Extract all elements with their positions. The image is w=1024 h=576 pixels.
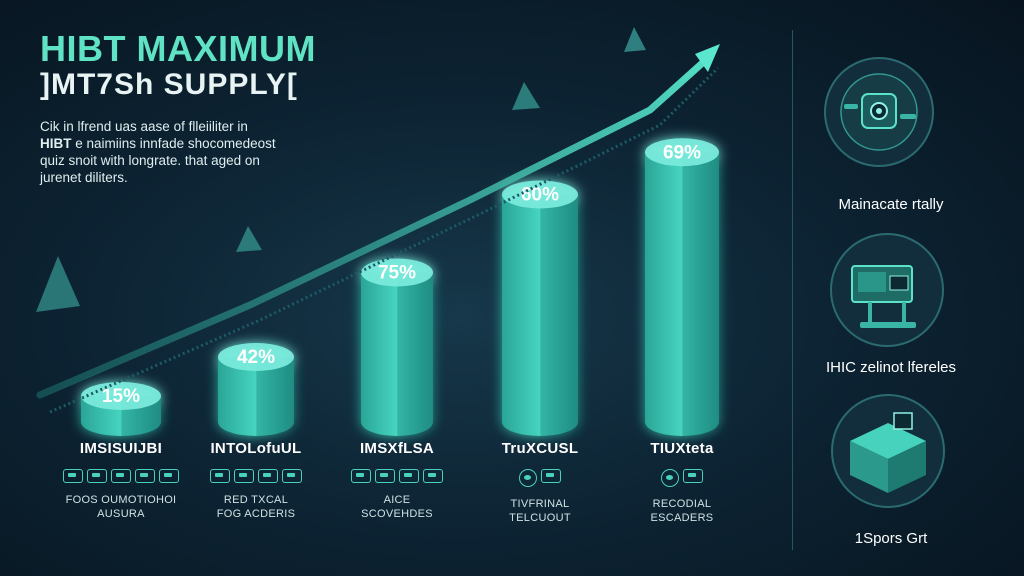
sublabel-line: TELCUOUT [509,512,571,524]
sublabel-line: FOG ACDERIS [216,508,296,520]
robot-icon [824,57,934,167]
card-icon [541,469,561,483]
card-icon [683,469,703,483]
card-icon [423,469,443,483]
description-line: quiz snoit with longrate. that aged on [40,153,260,168]
card-icon [111,469,131,483]
card-icon [399,469,419,483]
card-icon [351,469,371,483]
trend-line-ribbon [49,66,720,414]
sublabel-line: AUSURA [97,508,145,520]
card-icon [135,469,155,483]
category-label: IMSXfLSA [359,440,435,457]
category-label: IMSISUIJBI [79,440,163,457]
page-subtitle: ]MT7Sh SUPPLY[ [40,68,298,101]
description-line: HIBT e naimiins innfade shocomedeost [40,135,340,152]
card-icon [258,469,278,483]
bar-body [645,152,719,436]
category-label: INTOLofuUL [210,440,302,457]
trend-line [36,54,712,399]
category-column: IMSISUIJBI FOOS OUMOTIOHOI AUSURA [51,440,191,521]
category-sublabel: RECODIAL ESCADERS [612,497,752,525]
pyramid-icon [624,27,646,52]
sublabel-line: FOOS OUMOTIOHOI [65,494,177,506]
side-panel-label: 1Spors Grt [854,530,928,547]
bar-body [218,357,294,436]
pyramid-icon [236,226,262,252]
bar [218,343,294,436]
bar-body [502,194,578,436]
side-panel-label: IHIC zelinot lfereles [825,359,957,376]
arrowhead-icon [695,44,720,72]
category-icons [470,469,610,487]
sublabel-line: RED TXCAL [223,494,289,506]
decor-pyramids [36,27,646,312]
category-sublabel: TIVFRINAL TELCUOUT [470,497,610,525]
bar-top [218,343,294,371]
pyramid-icon [36,256,80,312]
category-column: IMSXfLSA AICE SCOVEHDES [327,440,467,521]
description: Cik in lfrend uas aase of flleiiliter in… [40,118,340,186]
category-label: TIUXteta [650,440,714,457]
card-icon [87,469,107,483]
bar [645,138,719,436]
sublabel-line: SCOVEHDES [361,508,433,520]
bar-top [645,138,719,167]
bar-body [361,272,433,436]
category-icons [327,469,467,483]
category-sublabel: FOOS OUMOTIOHOI AUSURA [51,493,191,521]
category-sublabel: AICE SCOVEHDES [327,493,467,521]
card-icon [282,469,302,483]
bar-value-label: 15% [102,386,140,407]
category-sublabel: RED TXCAL FOG ACDERIS [186,493,326,521]
page-title: HIBT MAXIMUM [40,28,316,69]
bar-top [361,258,433,287]
category-icons [186,469,326,483]
category-column: INTOLofuUL RED TXCAL FOG ACDERIS [186,440,326,521]
coin-icon [661,469,679,487]
sublabel-line: TIVFRINAL [510,498,570,510]
screen-icon [830,233,944,347]
side-panel-label: Mainacate rtally [838,196,944,213]
bar-top [502,180,578,209]
description-line: jurenet diliters. [40,170,128,185]
sublabel-line: ESCADERS [650,512,714,524]
description-line: Cik in lfrend uas aase of flleiiliter in [40,119,248,134]
bar-value-label: 75% [378,263,416,284]
sublabel-line: AICE [383,494,411,506]
category-label: TruXCUSL [501,440,579,457]
category-column: TIUXteta RECODIAL ESCADERS [612,440,752,525]
coin-icon [519,469,537,487]
description-bold: HIBT [40,136,72,151]
card-icon [63,469,83,483]
card-icon [234,469,254,483]
card-icon [210,469,230,483]
bar-value-label: 69% [663,142,701,163]
description-rest: e naimiins innfade shocomedeost [75,136,276,151]
vertical-divider [792,30,793,550]
block-icon [831,394,945,508]
bar-value-label: 42% [237,347,275,368]
card-icon [159,469,179,483]
bar-group: 15% 42% 75% 60% 69% [81,138,719,436]
category-icons [51,469,191,483]
sublabel-line: RECODIAL [652,498,712,510]
category-icons [612,469,752,487]
category-column: TruXCUSL TIVFRINAL TELCUOUT [470,440,610,525]
bar [361,258,433,436]
bar [502,180,578,436]
bar-value-label: 60% [521,185,559,206]
pyramid-icon [512,82,540,110]
card-icon [375,469,395,483]
trend-arrow [36,44,720,414]
